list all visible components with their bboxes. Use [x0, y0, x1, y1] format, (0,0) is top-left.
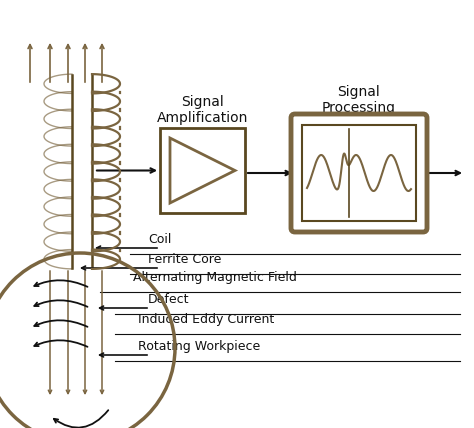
Text: Ferrite Core: Ferrite Core	[148, 253, 221, 266]
Text: Defect: Defect	[148, 293, 190, 306]
Text: Rotating Workpiece: Rotating Workpiece	[138, 340, 260, 353]
Text: Alternating Magnetic Field: Alternating Magnetic Field	[133, 271, 297, 284]
Text: Induced Eddy Current: Induced Eddy Current	[138, 313, 274, 326]
FancyBboxPatch shape	[291, 114, 427, 232]
Text: Signal
Processing: Signal Processing	[322, 85, 396, 115]
Text: Signal
Amplification: Signal Amplification	[157, 95, 248, 125]
Bar	[160, 128, 245, 213]
Bar	[302, 125, 416, 221]
Text: Coil: Coil	[148, 233, 172, 246]
